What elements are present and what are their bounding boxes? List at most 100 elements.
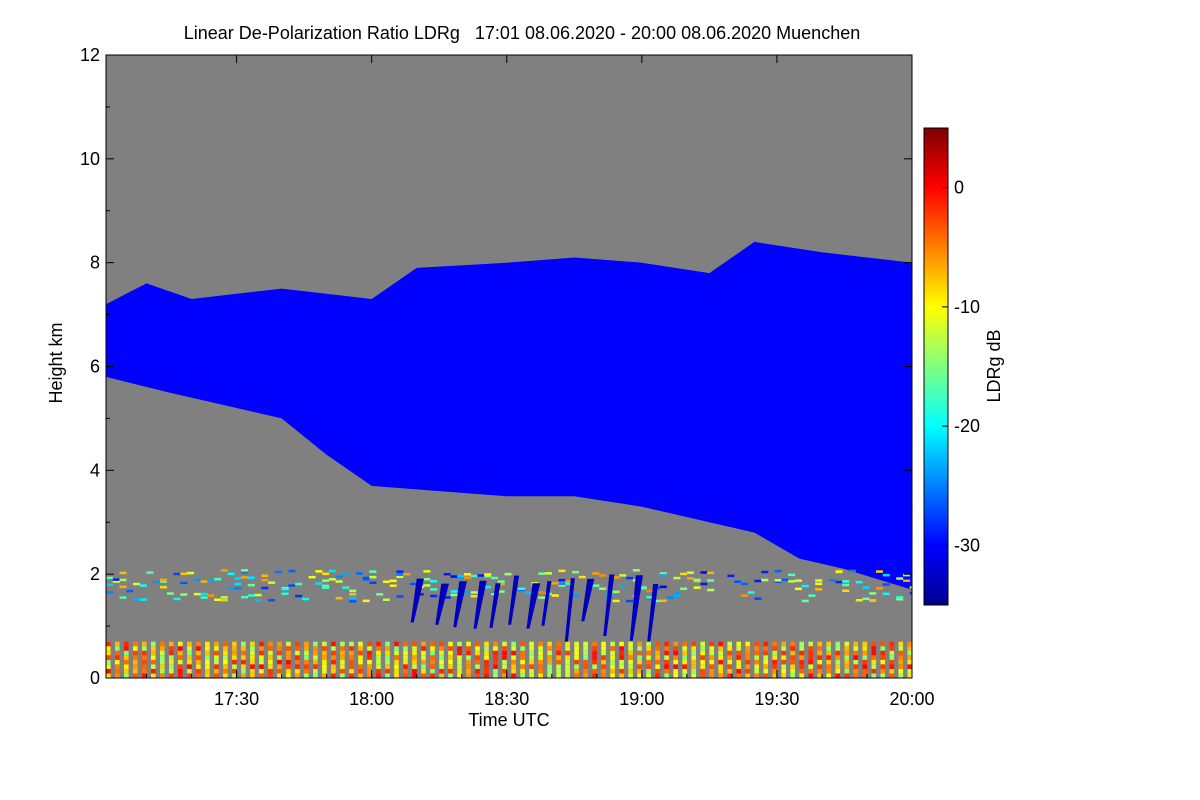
boundary-cell <box>700 646 705 651</box>
residual-cell <box>430 588 438 591</box>
y-tick-label: 12 <box>80 45 100 65</box>
boundary-cell <box>331 664 336 669</box>
boundary-cell <box>691 646 696 651</box>
residual-cell <box>896 577 904 580</box>
boundary-cell <box>772 659 777 665</box>
boundary-cell <box>601 664 606 669</box>
residual-cell <box>443 596 451 599</box>
residual-cell <box>396 570 404 573</box>
boundary-cell <box>313 673 318 678</box>
boundary-cell <box>115 668 120 674</box>
colorbar-tick-label: -30 <box>954 535 980 555</box>
boundary-cell <box>232 673 237 678</box>
residual-cell <box>673 576 681 580</box>
residual-cell <box>842 580 850 583</box>
x-tick-label: 18:30 <box>484 689 529 709</box>
boundary-cell <box>484 659 489 665</box>
boundary-cell <box>376 655 381 660</box>
boundary-cell <box>628 650 633 656</box>
residual-cell <box>862 586 870 589</box>
residual-cell <box>369 581 377 584</box>
boundary-cell <box>385 659 390 665</box>
residual-cell <box>268 599 276 602</box>
boundary-cell <box>736 641 741 647</box>
residual-cell <box>106 576 113 580</box>
boundary-cell <box>475 664 480 669</box>
x-tick-label: 17:30 <box>214 689 259 709</box>
boundary-cell <box>682 659 687 665</box>
boundary-cell <box>880 641 886 647</box>
boundary-cell <box>799 646 804 651</box>
boundary-cell <box>529 659 534 665</box>
residual-cell <box>214 598 222 601</box>
boundary-cell <box>736 664 741 669</box>
boundary-cell <box>376 641 381 647</box>
virga-streak <box>629 575 643 641</box>
boundary-cell <box>223 641 228 647</box>
boundary-cell <box>106 641 111 647</box>
residual-cell <box>139 598 147 601</box>
boundary-cell <box>601 641 606 647</box>
boundary-cell <box>286 664 291 669</box>
boundary-cell <box>826 664 831 669</box>
boundary-cell <box>115 641 120 647</box>
residual-cell <box>349 589 357 593</box>
residual-cell <box>106 583 113 586</box>
boundary-cell <box>160 659 165 665</box>
boundary-cell <box>286 650 291 656</box>
residual-cell <box>788 580 796 583</box>
residual-cell <box>673 594 681 597</box>
boundary-cell <box>691 659 696 665</box>
boundary-cell <box>646 659 651 665</box>
residual-cell <box>268 581 276 584</box>
boundary-cell <box>232 646 237 651</box>
residual-cell <box>112 578 120 581</box>
boundary-cell <box>286 673 291 678</box>
boundary-cell <box>187 650 192 656</box>
residual-cell <box>599 587 607 590</box>
boundary-cell <box>439 650 444 656</box>
boundary-cell <box>358 646 363 651</box>
boundary-cell <box>295 659 300 665</box>
boundary-cell <box>835 646 841 651</box>
boundary-cell <box>511 641 516 647</box>
boundary-cell <box>520 664 525 669</box>
boundary-cell <box>637 659 642 665</box>
boundary-cell <box>250 664 255 669</box>
boundary-cell <box>340 673 345 678</box>
boundary-cell <box>574 655 579 660</box>
boundary-cell <box>862 646 868 651</box>
boundary-cell <box>889 646 895 651</box>
boundary-cell <box>466 646 471 651</box>
boundary-cell <box>349 664 354 669</box>
residual-cell <box>470 574 478 578</box>
boundary-cell <box>754 655 759 660</box>
boundary-cell <box>322 659 327 665</box>
boundary-cell <box>565 641 570 647</box>
boundary-cell <box>763 673 768 678</box>
boundary-cell <box>358 664 363 669</box>
boundary-cell <box>241 655 246 660</box>
boundary-cell <box>241 641 246 647</box>
boundary-cell <box>340 655 345 660</box>
residual-cell <box>160 578 167 582</box>
boundary-cell <box>628 646 633 651</box>
residual-cell <box>747 591 755 594</box>
boundary-cell <box>421 668 426 674</box>
boundary-cell <box>358 673 363 678</box>
residual-cell <box>112 580 120 583</box>
boundary-cell <box>610 655 615 660</box>
boundary-cell <box>610 668 615 674</box>
residual-cell <box>261 574 269 577</box>
residual-cell <box>119 596 127 599</box>
boundary-cell <box>457 659 462 665</box>
boundary-cell <box>565 668 570 674</box>
boundary-cell <box>430 650 435 656</box>
boundary-cell <box>133 659 138 665</box>
boundary-cell <box>142 641 147 647</box>
residual-cell <box>274 570 282 574</box>
residual-cell <box>464 590 471 594</box>
boundary-cell <box>340 664 345 669</box>
boundary-cell <box>421 655 426 660</box>
boundary-cell <box>115 646 120 651</box>
